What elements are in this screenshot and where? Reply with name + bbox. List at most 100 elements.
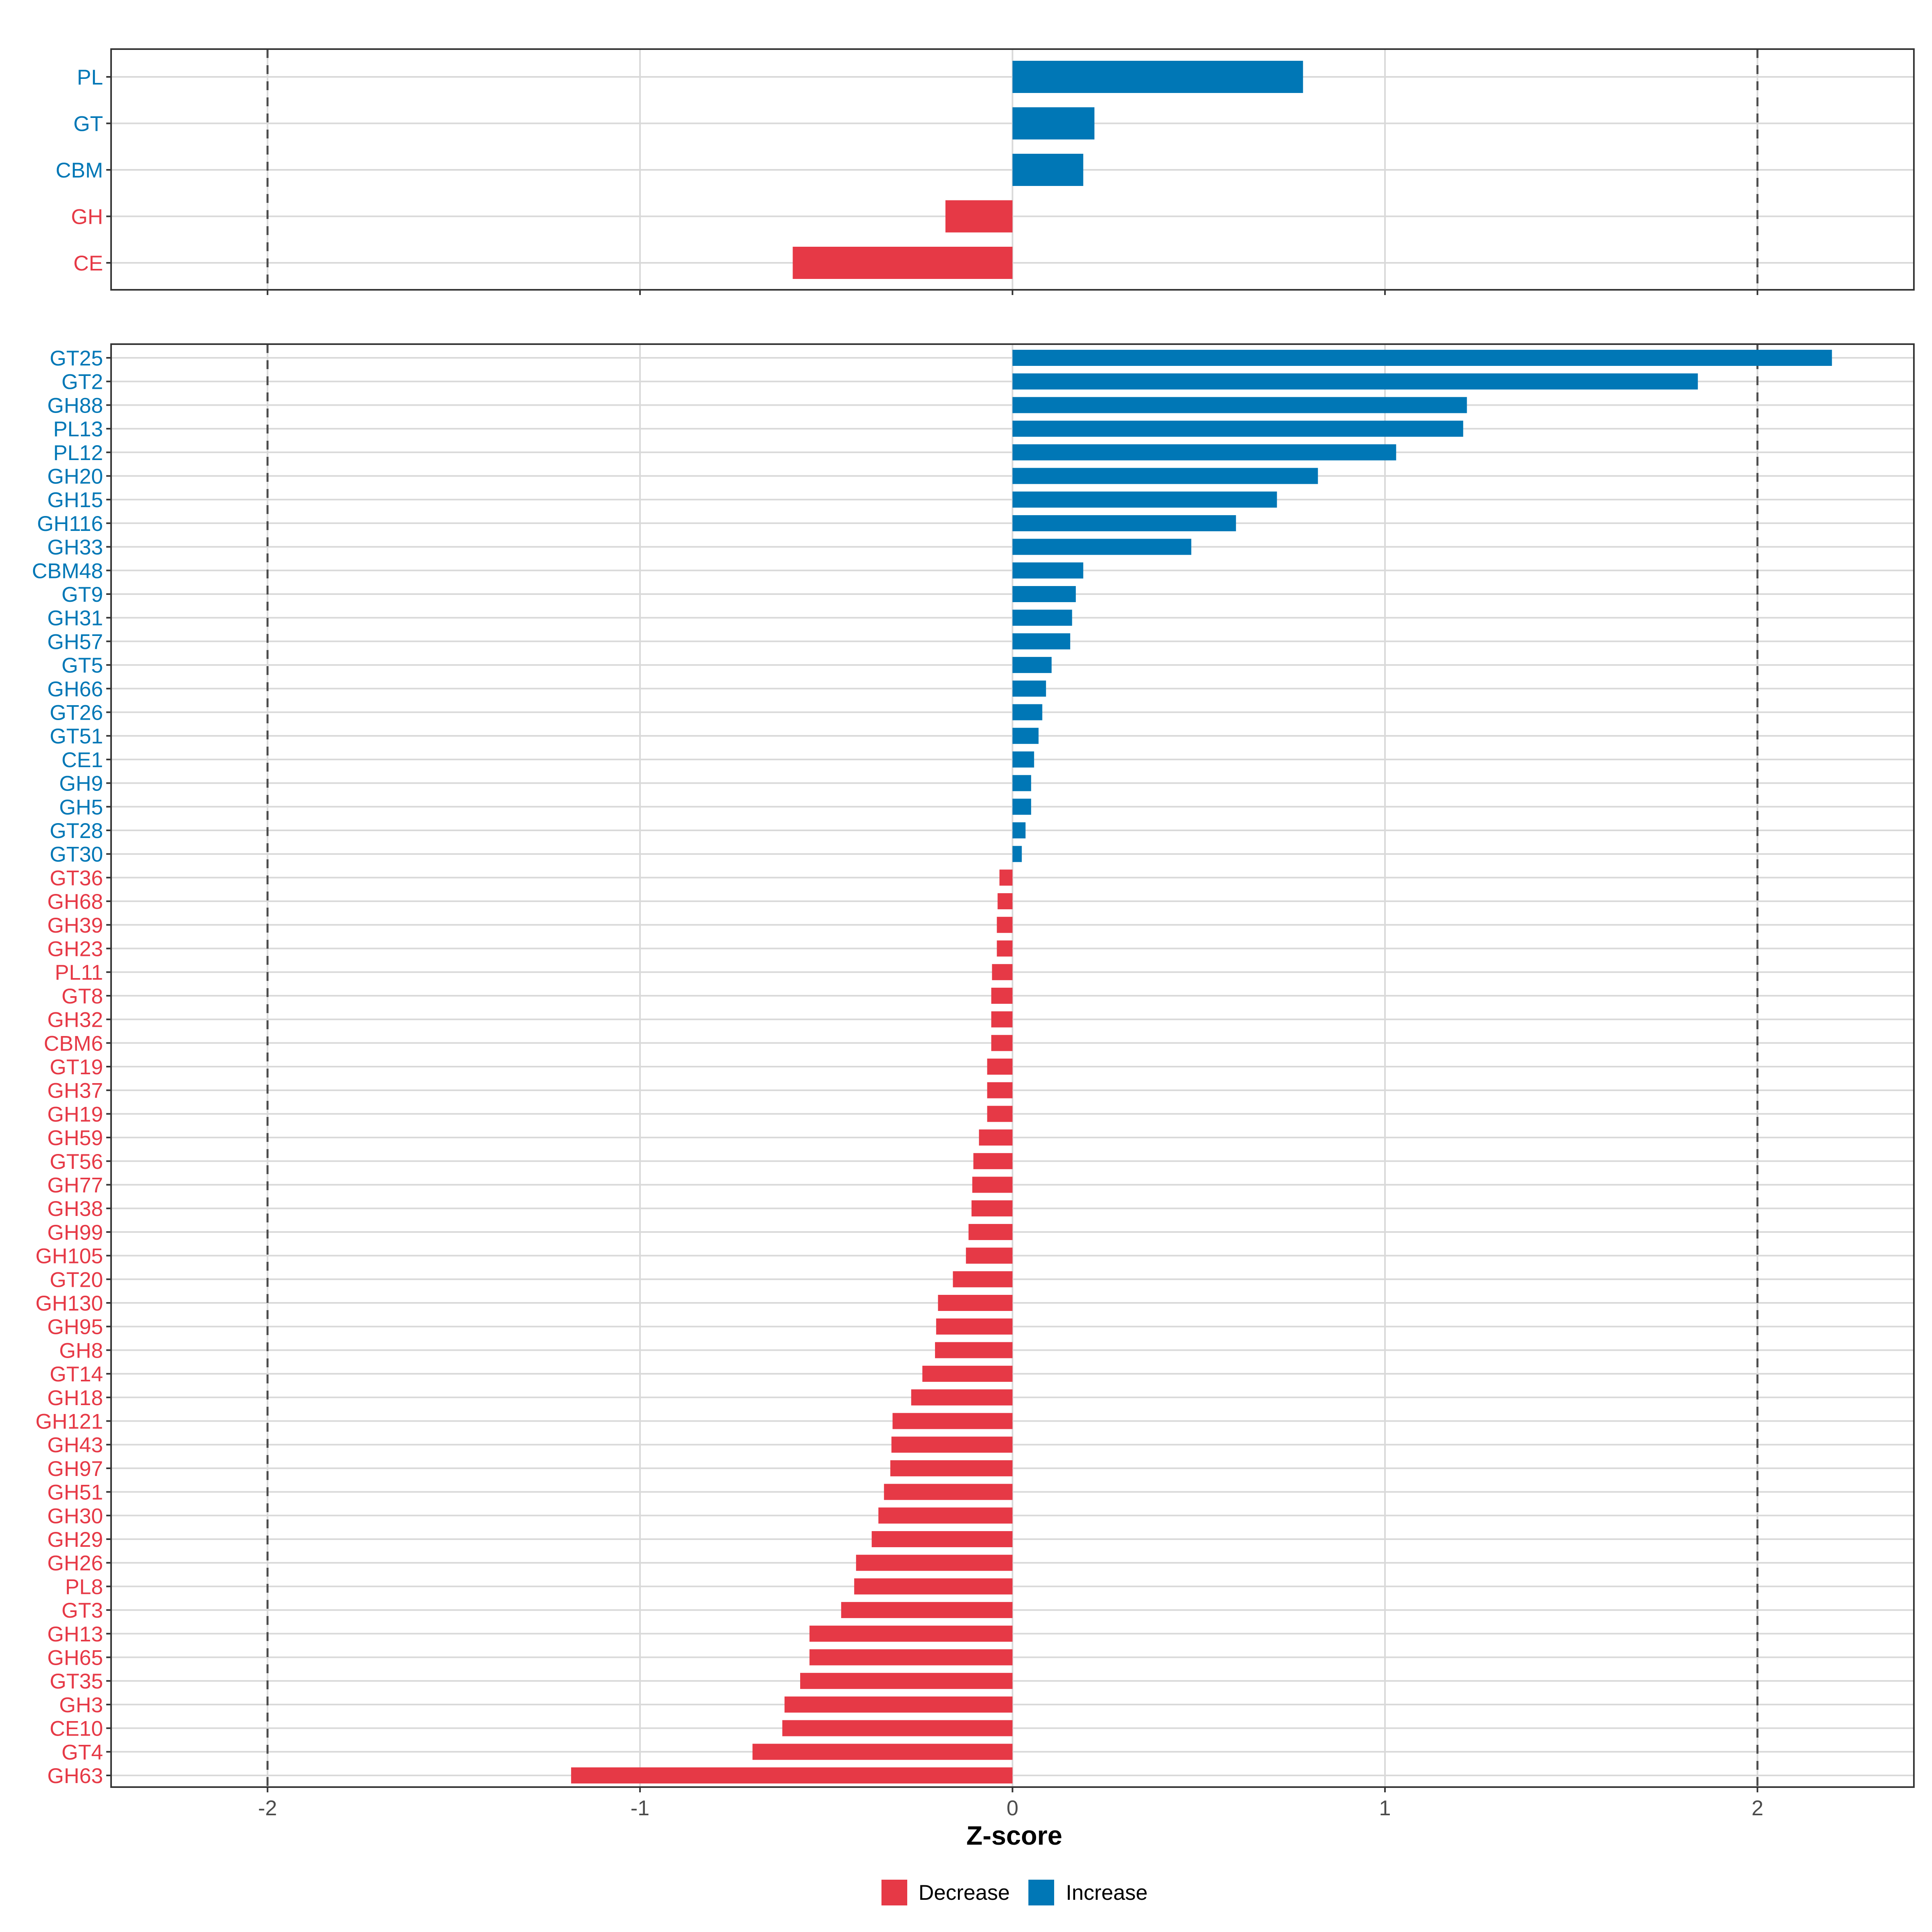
bottom-bar-gt28 — [1012, 822, 1026, 838]
top-bar-ce — [793, 247, 1013, 279]
bottom-bar-gh121 — [892, 1413, 1013, 1429]
bottom-category-label: PL12 — [53, 441, 103, 465]
bottom-category-label: CE10 — [50, 1717, 103, 1741]
bottom-category-label: GT25 — [50, 347, 103, 370]
bottom-category-label: GH116 — [37, 512, 103, 536]
bottom-bar-gt30 — [1012, 846, 1022, 862]
bottom-bar-gt35 — [800, 1673, 1013, 1689]
bottom-bar-gh9 — [1012, 775, 1031, 791]
x-tick-label: 0 — [1007, 1796, 1018, 1820]
bottom-bar-gh8 — [935, 1342, 1013, 1358]
bottom-category-label: GH8 — [59, 1339, 103, 1362]
bottom-category-label: GT51 — [50, 724, 103, 748]
bottom-category-label: GH38 — [47, 1197, 103, 1221]
bottom-category-label: GH95 — [47, 1315, 103, 1339]
bottom-bar-gh43 — [891, 1437, 1013, 1453]
bottom-category-label: GT8 — [62, 985, 103, 1008]
legend: Decrease Increase — [881, 1880, 1148, 1905]
bottom-category-label: GH39 — [47, 914, 103, 937]
bottom-category-label: GH77 — [47, 1174, 103, 1197]
bottom-category-label: GT56 — [50, 1150, 103, 1174]
bottom-bar-gh65 — [809, 1649, 1013, 1666]
top-category-label: GH — [71, 205, 103, 229]
bottom-category-label: GH43 — [47, 1433, 103, 1457]
bottom-category-label: GT3 — [62, 1599, 103, 1622]
bottom-category-label: GH99 — [47, 1221, 103, 1245]
bottom-bar-gh97 — [890, 1460, 1013, 1476]
bottom-bar-gh23 — [997, 940, 1013, 957]
bottom-bar-pl12 — [1012, 444, 1396, 460]
top-bar-cbm — [1012, 154, 1084, 186]
bottom-category-label: GH18 — [47, 1386, 103, 1410]
top-bar-gh — [945, 200, 1013, 233]
bottom-bar-gt25 — [1012, 350, 1832, 366]
bottom-category-label: GT9 — [62, 583, 103, 607]
bottom-category-label: GT2 — [62, 370, 103, 394]
bottom-category-label: GH130 — [35, 1292, 103, 1315]
bottom-bar-gt36 — [999, 869, 1013, 886]
bottom-bar-gh18 — [911, 1389, 1013, 1406]
bottom-category-label: GH37 — [47, 1079, 103, 1103]
bottom-category-label: GH66 — [47, 677, 103, 701]
bottom-bar-gt4 — [752, 1744, 1013, 1760]
bottom-category-label: GH29 — [47, 1528, 103, 1552]
bottom-category-label: GT19 — [50, 1055, 103, 1079]
bottom-category-label: GH68 — [47, 890, 103, 914]
bottom-bar-gh37 — [987, 1082, 1013, 1098]
bottom-bar-gh39 — [997, 916, 1013, 933]
bottom-bar-ce10 — [782, 1720, 1013, 1736]
bottom-category-label: GH32 — [47, 1008, 103, 1032]
bottom-category-label: PL11 — [55, 961, 103, 985]
bottom-category-label: GT28 — [50, 819, 103, 843]
bottom-bar-gh29 — [871, 1531, 1013, 1547]
bottom-bar-gh99 — [968, 1224, 1013, 1240]
bottom-category-label: GT20 — [50, 1268, 103, 1292]
x-tick-label: 2 — [1752, 1796, 1763, 1820]
bottom-bar-gh15 — [1012, 491, 1277, 508]
bottom-bar-gh19 — [987, 1106, 1013, 1122]
bottom-category-label: GH33 — [47, 536, 103, 559]
bottom-category-label: GH59 — [47, 1126, 103, 1150]
bottom-bar-pl11 — [992, 964, 1013, 980]
bottom-category-label: GH65 — [47, 1646, 103, 1670]
top-bar-pl — [1012, 61, 1303, 93]
top-category-label: PL — [77, 66, 103, 89]
bottom-bar-gh20 — [1012, 468, 1318, 484]
bottom-category-label: GH15 — [47, 488, 103, 512]
bottom-bar-gh32 — [991, 1011, 1013, 1028]
bottom-category-label: GH13 — [47, 1622, 103, 1646]
bottom-category-label: GH97 — [47, 1457, 103, 1481]
bottom-category-label: PL13 — [53, 417, 103, 441]
legend-label-decrease: Decrease — [919, 1881, 1010, 1905]
bottom-bar-gh5 — [1012, 799, 1031, 815]
bottom-bar-gh95 — [936, 1318, 1013, 1335]
bottom-category-label: GH30 — [47, 1504, 103, 1528]
bottom-category-label: PL8 — [65, 1575, 103, 1599]
bottom-bar-gh88 — [1012, 397, 1467, 413]
bottom-bar-ce1 — [1012, 751, 1034, 768]
top-category-label: CE — [73, 252, 103, 275]
bottom-bar-gh51 — [884, 1484, 1013, 1500]
legend-label-increase: Increase — [1066, 1881, 1148, 1905]
bottom-category-label: GT30 — [50, 843, 103, 867]
bottom-bar-gt56 — [973, 1153, 1013, 1169]
bottom-bar-gt5 — [1012, 657, 1052, 673]
bottom-category-label: GH105 — [35, 1245, 103, 1268]
bottom-bar-gt14 — [922, 1366, 1013, 1382]
bottom-category-label: CBM48 — [32, 559, 103, 583]
bottom-category-label: CE1 — [62, 748, 103, 772]
bottom-bar-gh3 — [784, 1696, 1013, 1713]
bottom-category-label: GT5 — [62, 654, 103, 677]
bottom-category-label: GH26 — [47, 1552, 103, 1575]
top-category-label: GT — [73, 112, 103, 136]
bottom-category-label: CBM6 — [44, 1032, 103, 1055]
bottom-category-label: GH88 — [47, 394, 103, 417]
bottom-category-label: GH9 — [59, 772, 103, 796]
bottom-bar-pl13 — [1012, 421, 1463, 437]
bottom-category-label: GH51 — [47, 1481, 103, 1505]
bottom-category-label: GH121 — [35, 1410, 103, 1434]
bottom-bar-gh26 — [856, 1554, 1013, 1571]
bottom-bar-gh77 — [972, 1177, 1013, 1193]
bottom-bar-gh63 — [571, 1767, 1013, 1783]
